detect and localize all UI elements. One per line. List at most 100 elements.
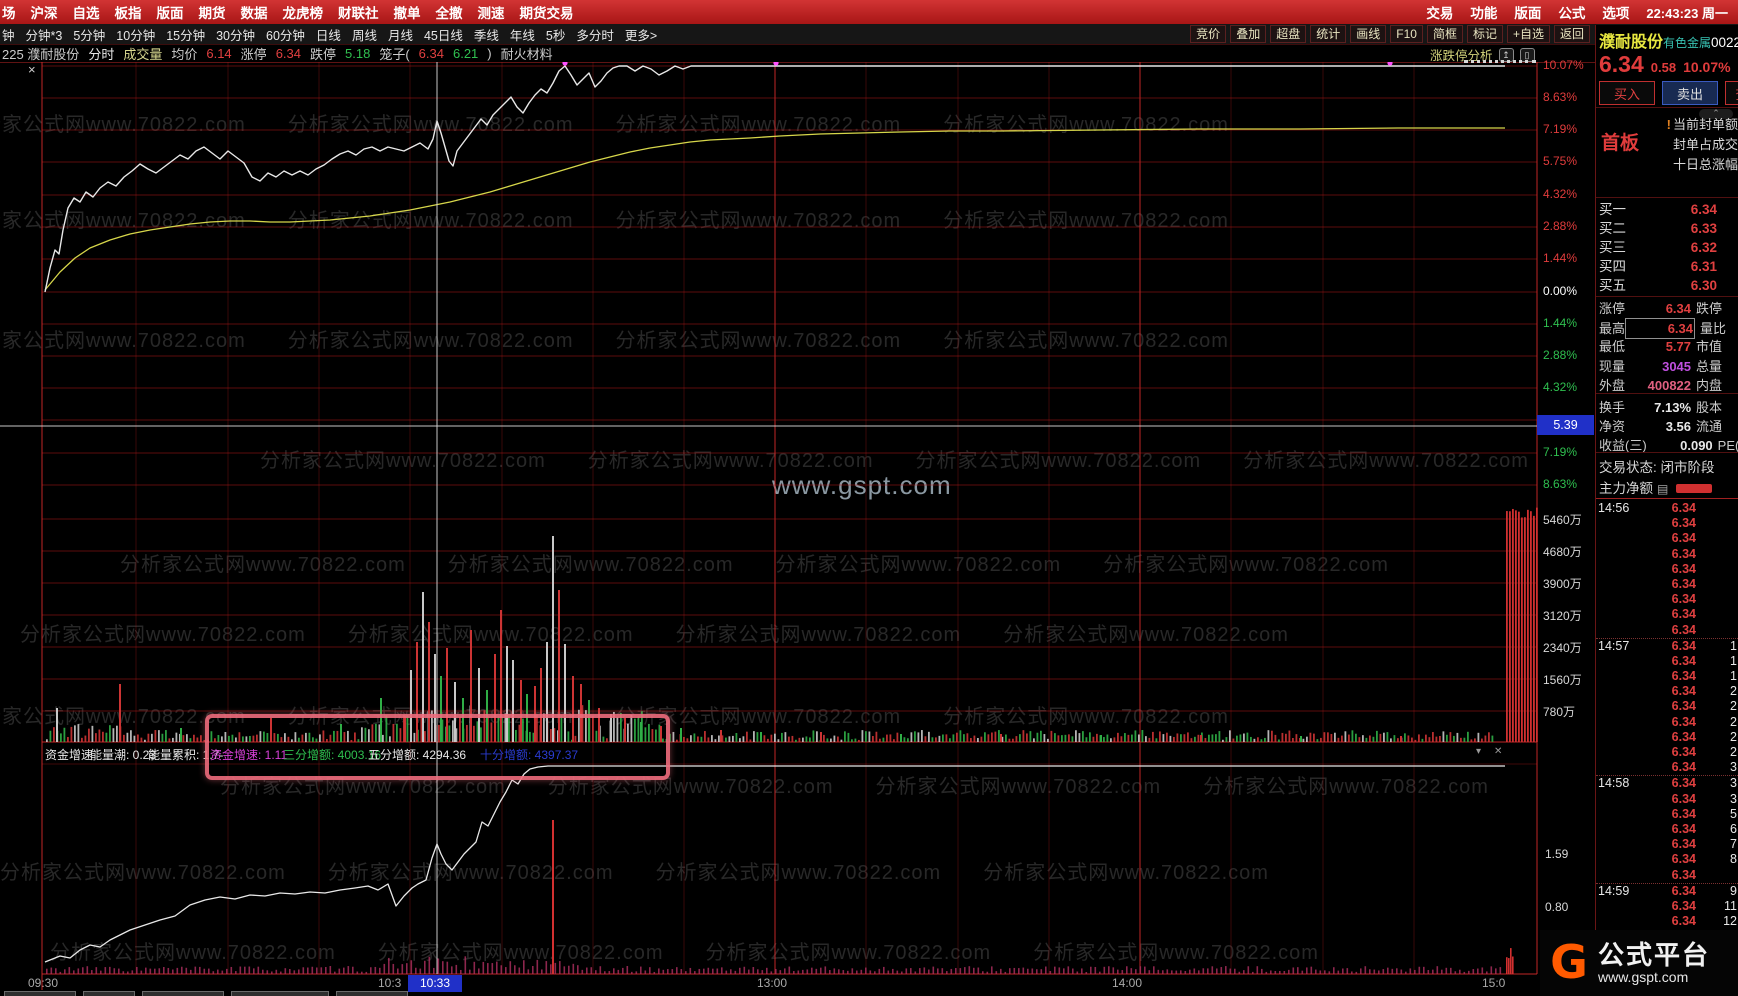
sell-button[interactable]: 卖出 [1662,81,1718,105]
timeframe-item-4[interactable]: 15分钟 [166,28,206,43]
tool-button-6[interactable]: 简框 [1426,25,1463,43]
menu-item-right-1[interactable]: 功能 [1470,6,1498,21]
tool-button-2[interactable]: 超盘 [1270,25,1307,43]
bid-level-1: 买一 6.34 [1599,200,1735,219]
menu-item-right-3[interactable]: 公式 [1558,6,1586,21]
timeframe-item-12[interactable]: 年线 [509,28,535,43]
tool-button-8[interactable]: +自选 [1506,25,1550,43]
scale-percent-label: 1.44% [1543,251,1578,265]
bottom-tab-2[interactable] [142,991,224,996]
tool-button-9[interactable]: 返回 [1553,25,1590,43]
scale-percent-label: 10.07% [1543,58,1584,72]
timeframe-item-10[interactable]: 45日线 [423,28,463,43]
close-icon[interactable]: × [28,62,36,77]
collapse-pill[interactable]: ⌃ [1699,109,1733,119]
stat-label-2: 量比 [1700,321,1727,337]
menu-item-right-4[interactable]: 选项 [1602,6,1630,21]
stat-row-4: 外盘 400822 内盘 [1599,376,1738,395]
menu-item-right-0[interactable]: 交易 [1426,6,1454,21]
tick-row: 14:57 6.34 1 [1596,639,1738,654]
menu-item-0[interactable]: 场 [2,6,16,21]
timeframe-item-6[interactable]: 60分钟 [266,28,305,43]
bid-level-3: 买三 6.32 [1599,238,1735,257]
menu-item-8[interactable]: 财联社 [338,6,379,21]
timeframe-item-8[interactable]: 周线 [351,28,377,43]
buy-button[interactable]: 买入 [1599,81,1655,105]
list-icon[interactable]: ▤ [1657,482,1669,496]
bottom-tabs [4,991,408,996]
info-segment-10: 6.34 [418,45,444,61]
timeframe-item-11[interactable]: 季线 [473,28,499,43]
timeframe-item-15[interactable]: 更多> [624,28,658,43]
indicator-field-5: 十分增额: 4397.37 [480,748,579,762]
indicator-field-3: 三分增额: 4003.16 [283,748,382,762]
board-row-1: 封单占成交 [1672,137,1738,152]
close-indicator-icon[interactable]: ✕ [1494,746,1503,757]
tick-list[interactable]: 14:56 6.34 6.34 6.34 6.34 6.34 6.34 6.34 6.34 6.3… [1596,501,1738,990]
timeframe-item-9[interactable]: 月线 [387,28,413,43]
collapse-icon[interactable]: ▾ [1476,746,1482,757]
menu-item-1[interactable]: 沪深 [30,6,58,21]
divider [1596,197,1738,198]
tick-time: 14:59 [1598,883,1630,898]
bottom-tab-1[interactable] [83,991,135,996]
clock: 22:43:23 周一 [1646,5,1728,21]
tick-time: 14:58 [1598,776,1630,791]
tool-button-3[interactable]: 统计 [1310,25,1347,43]
tool-button-5[interactable]: F10 [1390,25,1423,43]
alert-icon: ! [1666,117,1671,132]
stat-label-2: 跌停 [1696,301,1723,316]
tick-price: 6.34 [1671,883,1696,898]
tool-button-0[interactable]: 竞价 [1190,25,1227,43]
bottom-tab-4[interactable] [336,991,408,996]
tick-volume: 1 [1730,653,1737,668]
menu-item-12[interactable]: 期货交易 [519,6,574,21]
menu-item-3[interactable]: 板指 [114,6,142,21]
timeframe-item-2[interactable]: 5分钟 [73,28,106,43]
menu-item-9[interactable]: 撤单 [393,6,421,21]
menu-item-11[interactable]: 测速 [477,6,505,21]
indicator-field-0: 能量潮: 0.23 [90,748,157,762]
menu-item-2[interactable]: 自选 [72,6,100,21]
menu-item-7[interactable]: 龙虎榜 [282,6,324,21]
timeframe-item-14[interactable]: 多分时 [576,28,614,43]
bottom-tab-0[interactable] [4,991,76,996]
timeframe-item-7[interactable]: 日线 [315,28,341,43]
tick-price: 6.34 [1671,516,1696,531]
tick-row: 6.34 3 [1596,792,1738,807]
menu-item-6[interactable]: 数据 [240,6,268,21]
board-tag: 首板 [1601,133,1640,154]
tick-price: 6.34 [1671,867,1696,882]
tick-price: 6.34 [1671,791,1696,806]
menu-item-10[interactable]: 全撤 [435,6,463,21]
timeframe-item-13[interactable]: 5秒 [545,28,566,43]
bottom-tab-3[interactable] [231,991,329,996]
tick-row: 14:59 6.34 9 [1596,884,1738,899]
bid-label: 买三 [1599,240,1626,255]
intraday-chart[interactable] [0,0,1595,996]
mini-scrollbar[interactable] [1464,60,1536,63]
tick-row: 6.34 [1596,592,1738,607]
tick-row: 6.34 [1596,623,1738,638]
tool-button-1[interactable]: 叠加 [1230,25,1267,43]
tool-button-7[interactable]: 标记 [1466,25,1503,43]
tool-button-4[interactable]: 画线 [1350,25,1387,43]
bid-label: 买一 [1599,202,1626,217]
scale-volume-label: 5460万 [1543,513,1582,527]
query-button[interactable]: 查 [1725,81,1738,105]
tick-price: 6.34 [1671,531,1696,546]
gspt-logo-plate: G 公式平台 www.gspt.com [1540,930,1738,996]
menu-item-4[interactable]: 版面 [156,6,184,21]
tick-price: 6.34 [1671,837,1696,852]
timeframe-item-5[interactable]: 30分钟 [216,28,256,43]
panel-divider [1595,25,1596,996]
tick-row: 6.34 12 [1596,914,1738,929]
stat-value: 0.090 [1680,438,1713,454]
tick-row: 6.34 2 [1596,699,1738,714]
timeframe-item-1[interactable]: 分钟*3 [25,28,63,43]
menu-item-right-2[interactable]: 版面 [1514,6,1542,21]
menu-item-5[interactable]: 期货 [198,6,226,21]
bid-price: 6.31 [1690,259,1717,274]
timeframe-item-0[interactable]: 钟 [2,28,15,43]
timeframe-item-3[interactable]: 10分钟 [116,28,156,43]
